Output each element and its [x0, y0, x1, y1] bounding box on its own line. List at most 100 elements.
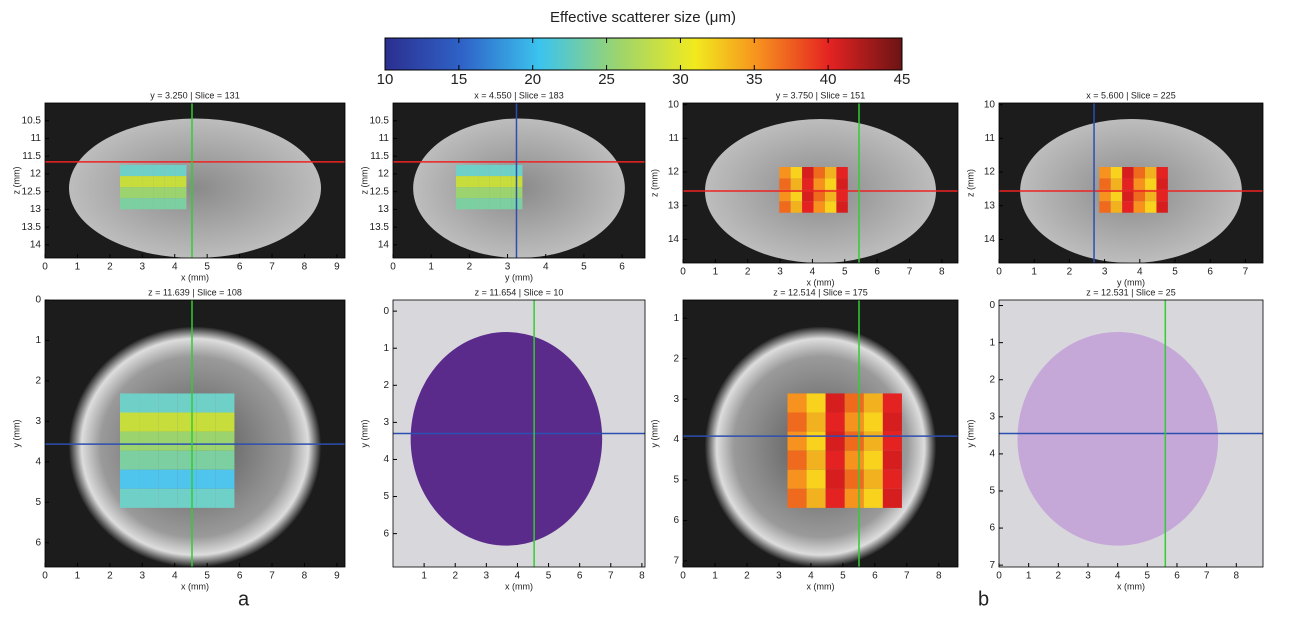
estimate-cell [120, 165, 132, 177]
estimate-cell [1156, 201, 1168, 213]
estimate-cell [813, 178, 825, 190]
x-axis-label: x (mm) [505, 581, 533, 591]
estimate-cell [175, 198, 187, 210]
x-tick-label: 6 [1207, 267, 1213, 278]
estimate-cell [142, 165, 154, 177]
y-tick-label: 1 [35, 335, 41, 346]
estimate-cell [787, 469, 807, 489]
x-tick-label: 3 [1102, 267, 1108, 278]
colorbar-tick-label: 10 [377, 71, 394, 88]
x-tick-label: 7 [907, 267, 913, 278]
estimate-cell [863, 412, 883, 432]
y-tick-label: 5 [383, 491, 389, 502]
estimate-cell [1122, 201, 1134, 213]
estimate-cell [836, 178, 848, 190]
estimate-cell [456, 198, 468, 210]
x-tick-label: 1 [1026, 571, 1032, 582]
estimate-cell [177, 431, 197, 451]
x-tick-label: 3 [1085, 571, 1091, 582]
estimate-cell [844, 469, 864, 489]
estimate-cell [802, 201, 814, 213]
y-axis-label: y (mm) [359, 420, 369, 448]
panel-title: y = 3.750 | Slice = 151 [776, 90, 865, 100]
x-tick-label: 1 [75, 262, 81, 273]
estimate-cell [1110, 178, 1123, 190]
y-tick-label: 13.5 [370, 222, 390, 233]
y-tick-label: 11 [31, 133, 42, 144]
estimate-cell [1099, 167, 1111, 179]
estimate-cell [1145, 167, 1157, 179]
x-tick-label: 5 [204, 262, 210, 273]
y-tick-label: 10.5 [370, 115, 390, 126]
estimate-cell [175, 176, 187, 188]
estimate-cell [1133, 189, 1146, 202]
y-tick-label: 13 [30, 204, 42, 215]
estimate-cell [863, 488, 883, 508]
estimate-cell [1122, 178, 1134, 190]
estimate-cell [787, 431, 807, 451]
estimate-cell [825, 450, 845, 470]
estimate-cell [825, 488, 845, 508]
colorbar-tick-label: 30 [672, 71, 689, 88]
estimate-cell [787, 393, 807, 413]
y-tick-label: 4 [673, 434, 679, 445]
x-tick-label: 1 [421, 571, 427, 582]
x-tick-label: 0 [42, 262, 48, 273]
estimate-cell [790, 167, 803, 179]
estimate-cell [882, 488, 902, 508]
x-axis-label: x (mm) [807, 277, 835, 287]
estimate-cell [824, 201, 837, 213]
y-tick-label: 1 [989, 337, 995, 348]
estimate-cell [806, 488, 826, 508]
estimate-cell [1156, 167, 1168, 179]
x-tick-label: 7 [1204, 571, 1210, 582]
y-tick-label: 2 [989, 374, 995, 385]
estimate-cell [478, 176, 490, 188]
colorbar-title: Effective scatterer size (μm) [550, 9, 736, 26]
estimate-cell [131, 165, 143, 177]
y-tick-label: 3 [989, 411, 995, 422]
y-tick-label: 12 [378, 169, 390, 180]
colorbar-tick-label: 15 [451, 71, 468, 88]
y-tick-label: 7 [673, 556, 679, 567]
estimate-cell [139, 431, 159, 451]
estimate-cell [1099, 189, 1111, 202]
y-tick-label: 3 [35, 416, 41, 427]
estimate-cell [882, 469, 902, 489]
axes-frame [44, 102, 346, 259]
estimate-cell [120, 431, 140, 451]
panel-label: b [978, 588, 989, 610]
estimate-cell [196, 469, 216, 489]
estimate-cell [500, 176, 512, 188]
estimate-cell [806, 412, 826, 432]
x-tick-label: 5 [546, 571, 552, 582]
x-tick-label: 5 [1145, 571, 1151, 582]
estimate-cell [120, 450, 140, 470]
estimate-cell [467, 176, 479, 188]
estimate-cell [802, 189, 814, 202]
x-tick-label: 0 [680, 571, 686, 582]
y-tick-label: 2 [383, 380, 389, 391]
x-tick-label: 7 [269, 571, 275, 582]
estimate-cell [500, 198, 512, 210]
panel: 0 1 2 3 4 5 6 7 8 0 1 2 3 4 5 6 7 z = 12.531 | Slice = 25… [965, 287, 1264, 591]
estimate-cell [1133, 178, 1146, 190]
x-tick-label: 5 [1172, 267, 1178, 278]
estimate-cell [139, 450, 159, 470]
colorbar [384, 37, 903, 71]
axes-frame [392, 299, 646, 568]
x-tick-label: 1 [1031, 267, 1037, 278]
tissue [410, 332, 603, 546]
y-tick-label: 14 [378, 240, 390, 251]
x-tick-label: 6 [577, 571, 583, 582]
colorbar-tick-label: 25 [598, 71, 615, 88]
y-tick-label: 13 [668, 200, 680, 211]
estimate-cell [177, 488, 197, 508]
estimate-cell [1122, 189, 1134, 202]
x-tick-label: 9 [334, 571, 340, 582]
x-tick-label: 3 [140, 262, 146, 273]
x-axis-label: x (mm) [807, 581, 835, 591]
